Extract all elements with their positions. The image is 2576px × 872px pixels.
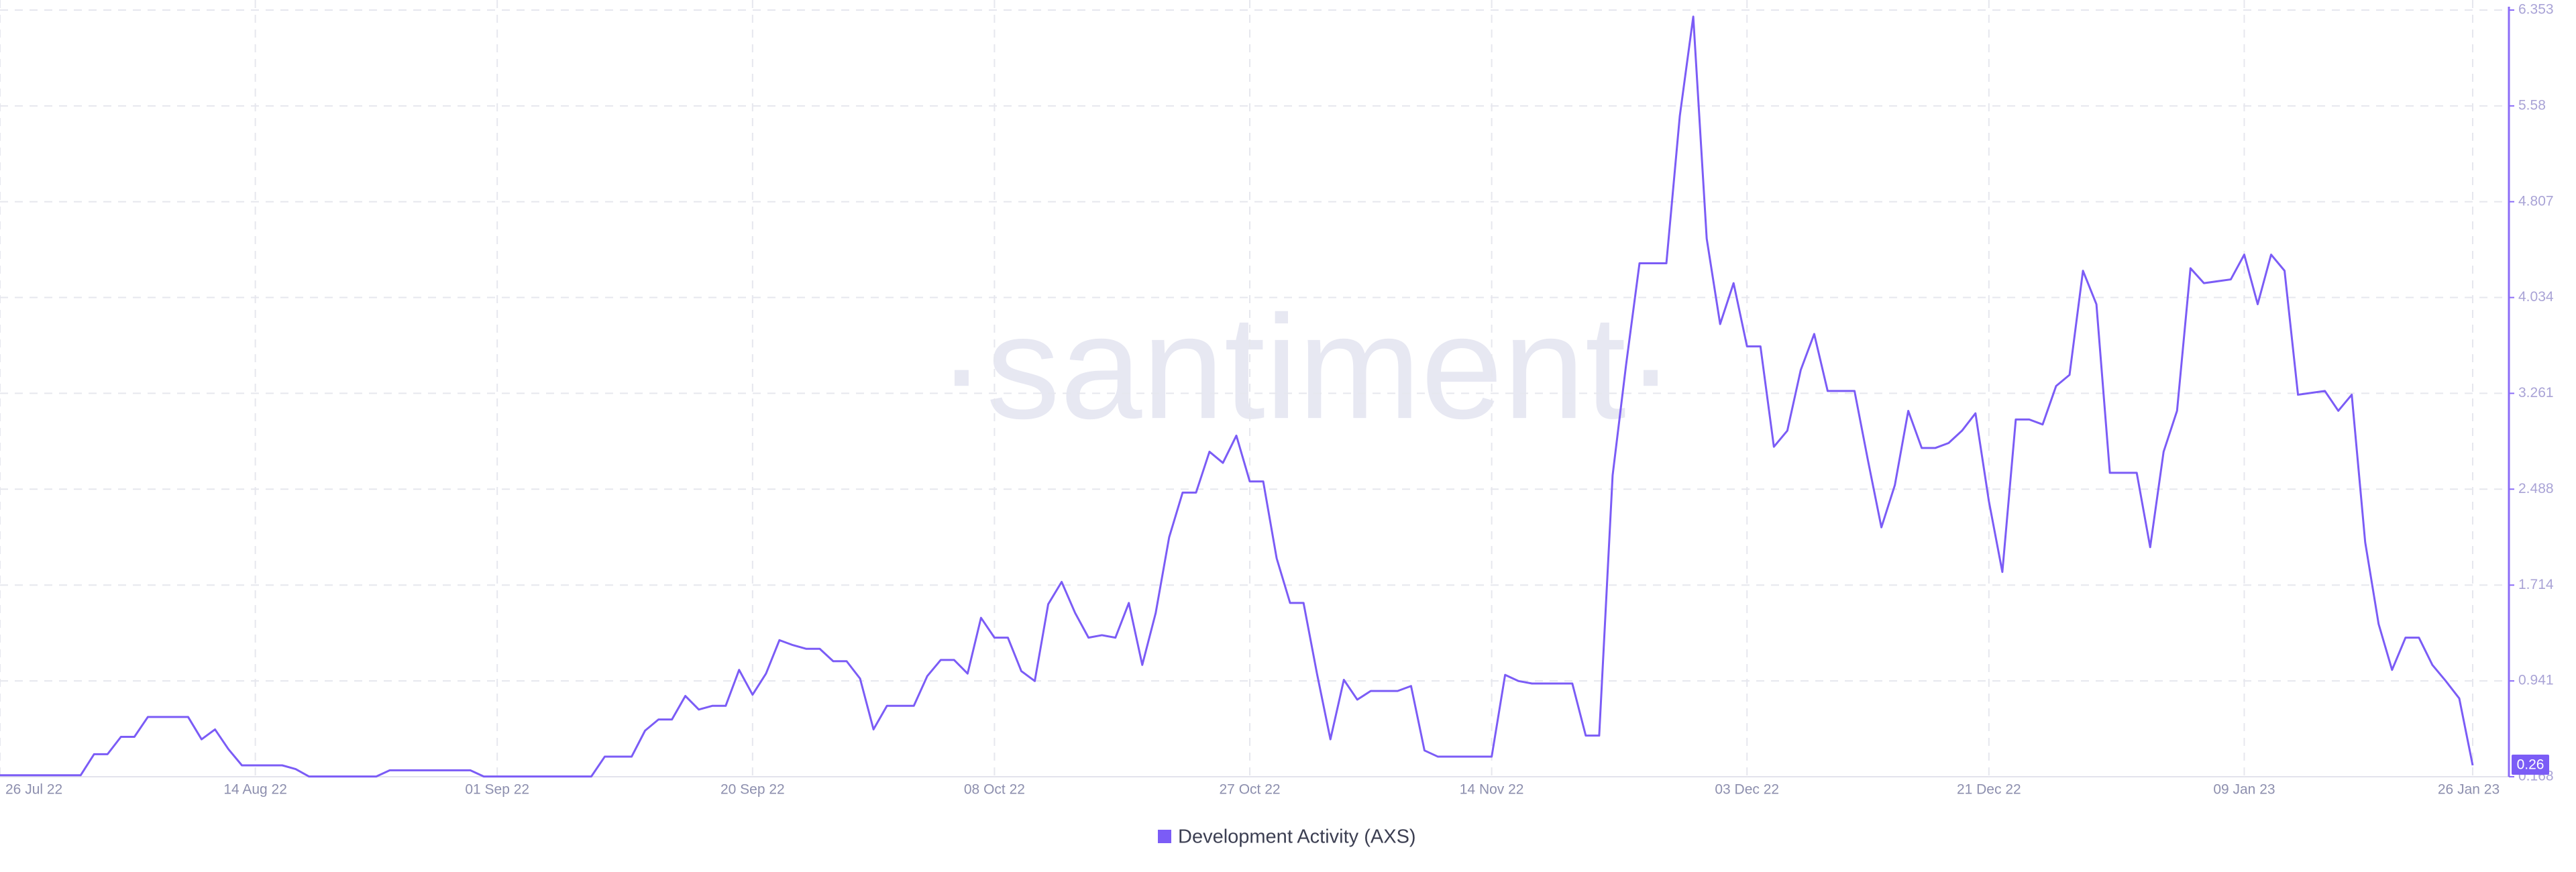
watermark: ·santiment· <box>937 284 1675 449</box>
x-tick-label: 14 Aug 22 <box>223 782 287 798</box>
y-tick-label: 4.807 <box>2518 193 2554 209</box>
legend-swatch <box>1158 830 1171 843</box>
y-tick-label: 2.488 <box>2518 481 2554 496</box>
y-tick-label: 1.714 <box>2518 577 2554 592</box>
y-tick-label: 0.941 <box>2518 673 2554 688</box>
x-tick-label: 14 Nov 22 <box>1460 782 1524 798</box>
last-value-label: 0.26 <box>2517 757 2544 773</box>
x-tick-label: 03 Dec 22 <box>1715 782 1779 798</box>
x-tick-label: 09 Jan 23 <box>2213 782 2275 798</box>
y-tick-label: 4.034 <box>2518 289 2554 305</box>
legend-label: Development Activity (AXS) <box>1178 826 1416 848</box>
x-tick-label: 27 Oct 22 <box>1220 782 1281 798</box>
last-value-box <box>2512 754 2549 775</box>
y-tick-label: 6.353 <box>2518 2 2554 17</box>
x-tick-label: 26 Jul 22 <box>5 782 62 798</box>
data-line <box>0 15 2474 778</box>
x-tick-label: 01 Sep 22 <box>465 782 529 798</box>
y-tick-label: 3.261 <box>2518 385 2554 400</box>
x-tick-label: 26 Jan 23 <box>2438 782 2500 798</box>
x-tick-label: 08 Oct 22 <box>964 782 1025 798</box>
x-tick-label: 21 Dec 22 <box>1957 782 2021 798</box>
y-tick-label: 5.58 <box>2518 97 2546 113</box>
x-tick-label: 20 Sep 22 <box>720 782 785 798</box>
